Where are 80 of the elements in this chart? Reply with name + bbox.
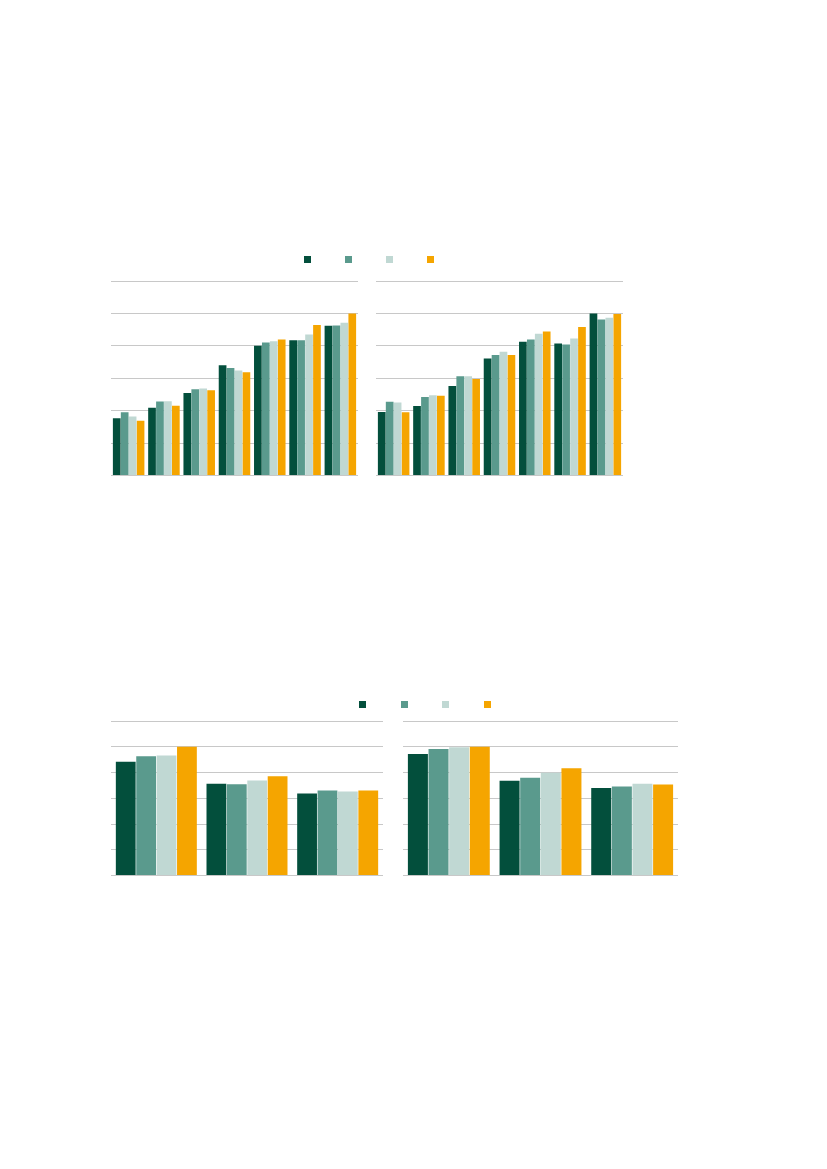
bar: [305, 334, 313, 476]
bar: [421, 396, 429, 476]
bar: [393, 402, 402, 476]
bar: [156, 755, 177, 876]
bar: [554, 343, 563, 476]
bar: [261, 342, 270, 476]
bar: [183, 393, 192, 476]
bar: [520, 777, 541, 876]
bar: [269, 341, 278, 476]
bar: [277, 339, 286, 476]
bar: [297, 793, 317, 876]
bar: [613, 314, 622, 476]
bar: [218, 365, 227, 476]
bar: [297, 340, 305, 476]
bar: [632, 783, 653, 876]
bar: [464, 376, 473, 476]
bar: [653, 784, 674, 876]
bar: [561, 768, 582, 876]
bar: [332, 325, 341, 476]
bar: [499, 780, 520, 876]
bar: [469, 746, 490, 876]
bar: [407, 753, 428, 876]
bar: [267, 776, 288, 876]
bar: [177, 746, 197, 876]
bar: [226, 367, 235, 476]
bar: [156, 401, 164, 476]
bar: [578, 327, 586, 476]
bar: [436, 395, 445, 476]
bar: [401, 412, 410, 476]
bar: [207, 390, 215, 476]
bar: [540, 772, 561, 876]
bar: [499, 351, 508, 476]
bar: [337, 791, 358, 876]
bar: [472, 379, 480, 476]
bar: [597, 319, 606, 476]
bar: [136, 756, 157, 876]
bar: [491, 354, 500, 476]
bar: [385, 401, 394, 476]
bar: [136, 420, 145, 476]
bar: [413, 406, 421, 476]
bar: [242, 372, 251, 476]
bar: [164, 401, 172, 476]
bar: [313, 325, 321, 476]
bar: [254, 345, 262, 476]
bar: [542, 331, 551, 476]
bar: [112, 418, 121, 476]
bar: [206, 783, 227, 876]
bar: [428, 749, 449, 876]
bar: [348, 313, 357, 476]
bar: [448, 385, 457, 476]
bar: [358, 790, 379, 876]
bar: [507, 354, 516, 476]
bar: [115, 761, 136, 876]
bar: [120, 412, 129, 476]
bar: [324, 325, 333, 476]
bar: [148, 407, 156, 476]
bar: [128, 416, 137, 476]
bar: [456, 376, 465, 476]
bar: [289, 340, 298, 476]
bar: [562, 344, 570, 476]
bar: [534, 333, 543, 476]
bar: [483, 358, 492, 476]
bar: [377, 412, 386, 476]
bar: [589, 313, 598, 476]
bar: [247, 780, 268, 876]
bar: [519, 341, 527, 476]
bar: [199, 388, 208, 476]
bar: [171, 405, 180, 476]
bar: [605, 317, 614, 476]
bar: [226, 784, 247, 876]
bar: [234, 370, 243, 476]
bar: [317, 790, 338, 876]
bar: [340, 322, 349, 476]
bar: [591, 788, 612, 876]
bar: [526, 339, 535, 476]
bar: [570, 338, 578, 476]
bar: [611, 786, 632, 876]
bar: [429, 395, 437, 476]
bar: [449, 747, 470, 876]
bar: [191, 389, 200, 476]
